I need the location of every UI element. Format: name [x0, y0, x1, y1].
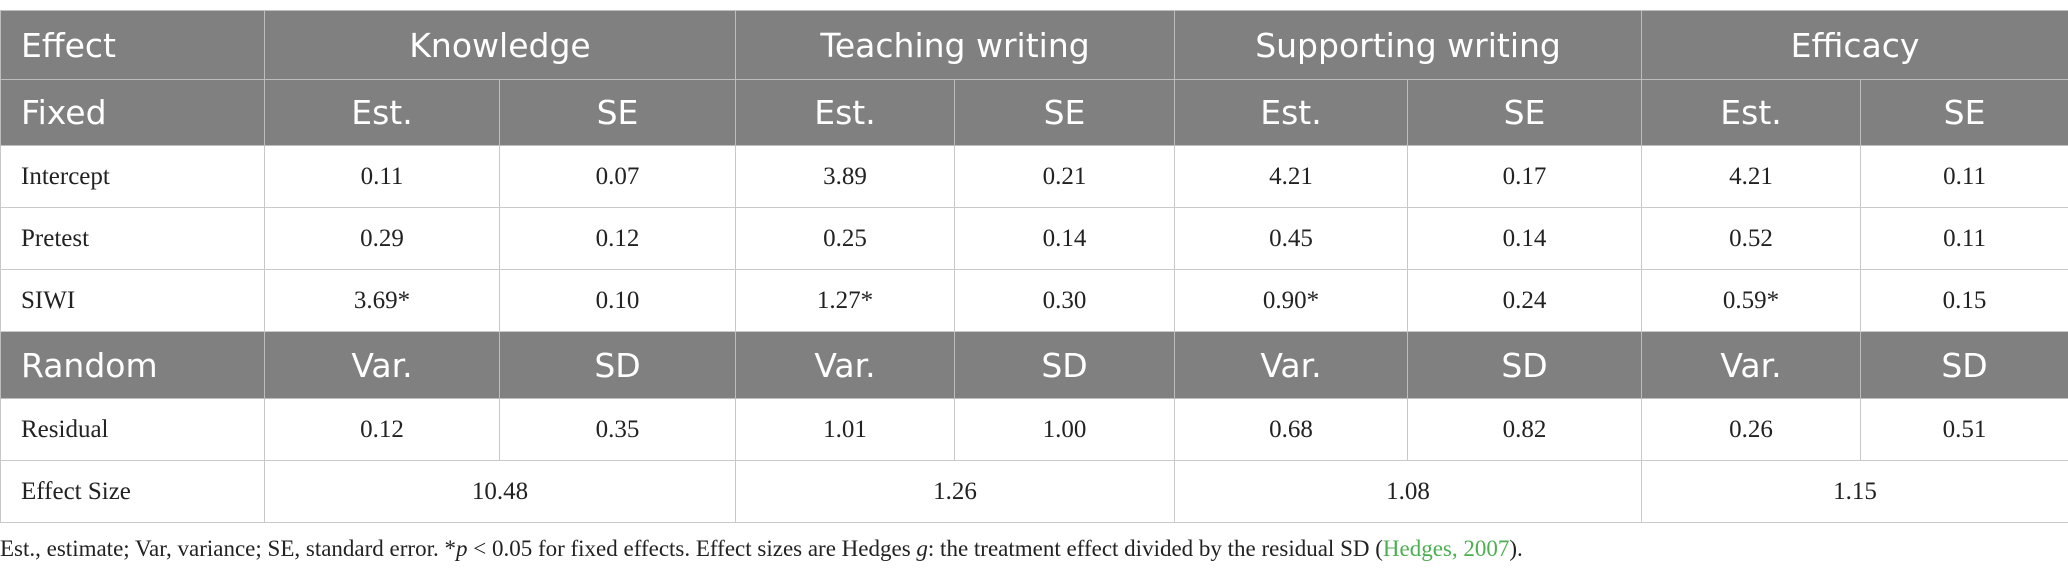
header-cell: SD — [1860, 331, 2068, 399]
header-cell: Est. — [735, 79, 955, 146]
header-cell: SD — [499, 331, 736, 399]
cell: 0.25 — [735, 207, 955, 270]
table-row: Residual 0.12 0.35 1.01 1.00 0.68 0.82 0.26 0.51 — [0, 398, 2068, 461]
cell: 0.10 — [499, 269, 736, 332]
cell: 1.26 — [734, 460, 1176, 523]
header-cell: SE — [1407, 79, 1643, 146]
table-row: Intercept 0.11 0.07 3.89 0.21 4.21 0.17 4.21 0.1… — [0, 145, 2068, 208]
footnote-part: Est., estimate; Var, variance; SE, stand… — [0, 536, 456, 561]
cell: 0.12 — [499, 207, 736, 270]
cell: 0.12 — [264, 398, 500, 461]
cell: 0.82 — [1407, 398, 1643, 461]
header-cell: SE — [953, 79, 1176, 146]
cell: 0.68 — [1174, 398, 1409, 461]
footnote: Est., estimate; Var, variance; SE, stand… — [0, 536, 1523, 562]
cell: 0.21 — [953, 145, 1176, 208]
header-cell: Var. — [1641, 331, 1862, 399]
table-row: Fixed Est. SE Est. SE Est. SE Est. SE — [0, 79, 2068, 146]
cell: 0.30 — [953, 269, 1176, 332]
header-cell: SD — [1407, 331, 1643, 399]
header-cell: SE — [1860, 79, 2068, 146]
cell: 4.21 — [1174, 145, 1409, 208]
cell: 0.07 — [499, 145, 736, 208]
citation-link[interactable]: Hedges, 2007 — [1382, 536, 1510, 561]
footnote-part: p — [455, 536, 468, 561]
cell: 0.11 — [1860, 207, 2068, 270]
header-cell: Supporting writing — [1174, 10, 1643, 80]
footnote-part: g — [916, 536, 928, 561]
cell: 0.11 — [1860, 145, 2068, 208]
cell: 0.24 — [1407, 269, 1643, 332]
cell: 4.21 — [1641, 145, 1862, 208]
cell: 1.00 — [953, 398, 1176, 461]
header-cell: Var. — [264, 331, 500, 399]
cell: 1.08 — [1174, 460, 1643, 523]
header-cell: Efficacy — [1641, 10, 2068, 80]
footnote-part: ). — [1509, 536, 1523, 561]
cell: 0.45 — [1174, 207, 1409, 270]
header-cell: Knowledge — [264, 10, 736, 80]
results-table: Effect Knowledge Teaching writing Supportin… — [0, 10, 2068, 523]
cell: 0.59* — [1641, 269, 1862, 332]
cell: 1.01 — [735, 398, 955, 461]
header-cell: Effect — [0, 10, 265, 80]
cell: 0.29 — [264, 207, 500, 270]
header-cell: Var. — [1174, 331, 1409, 399]
cell: 10.48 — [264, 460, 736, 523]
header-cell: Est. — [1641, 79, 1862, 146]
cell: 3.69* — [264, 269, 500, 332]
cell: Residual — [0, 398, 265, 461]
cell: Pretest — [0, 207, 265, 270]
header-cell: Random — [0, 331, 265, 399]
cell: Intercept — [0, 145, 265, 208]
cell: 3.89 — [735, 145, 955, 208]
header-cell: Teaching writing — [734, 10, 1176, 80]
cell: 1.27* — [735, 269, 955, 332]
table-row: Random Var. SD Var. SD Var. SD Var. SD — [0, 331, 2068, 399]
header-cell: Est. — [264, 79, 500, 146]
footnote-part: : the treatment effect divided by the re… — [927, 536, 1383, 561]
cell: 0.14 — [1407, 207, 1643, 270]
table-row: Effect Knowledge Teaching writing Supportin… — [0, 10, 2068, 80]
cell: SIWI — [0, 269, 265, 332]
cell: 0.15 — [1860, 269, 2068, 332]
footnote-part: < 0.05 for fixed effects. Effect sizes a… — [467, 536, 917, 561]
cell: 0.90* — [1174, 269, 1409, 332]
header-cell: SE — [499, 79, 736, 146]
cell: 1.15 — [1641, 460, 2068, 523]
cell: 0.17 — [1407, 145, 1643, 208]
cell: 0.26 — [1641, 398, 1862, 461]
cell: 0.14 — [953, 207, 1176, 270]
table-row: Effect Size 10.48 1.26 1.08 1.15 — [0, 460, 2068, 523]
table-row: SIWI 3.69* 0.10 1.27* 0.30 0.90* 0.24 0.59* 0.15 — [0, 269, 2068, 332]
cell: 0.11 — [264, 145, 500, 208]
header-cell: SD — [953, 331, 1176, 399]
cell: 0.35 — [499, 398, 736, 461]
table-row: Pretest 0.29 0.12 0.25 0.14 0.45 0.14 0.52 0.11 — [0, 207, 2068, 270]
cell: 0.52 — [1641, 207, 1862, 270]
cell: Effect Size — [0, 460, 265, 523]
header-cell: Est. — [1174, 79, 1409, 146]
cell: 0.51 — [1860, 398, 2068, 461]
header-cell: Var. — [735, 331, 955, 399]
header-cell: Fixed — [0, 79, 265, 146]
